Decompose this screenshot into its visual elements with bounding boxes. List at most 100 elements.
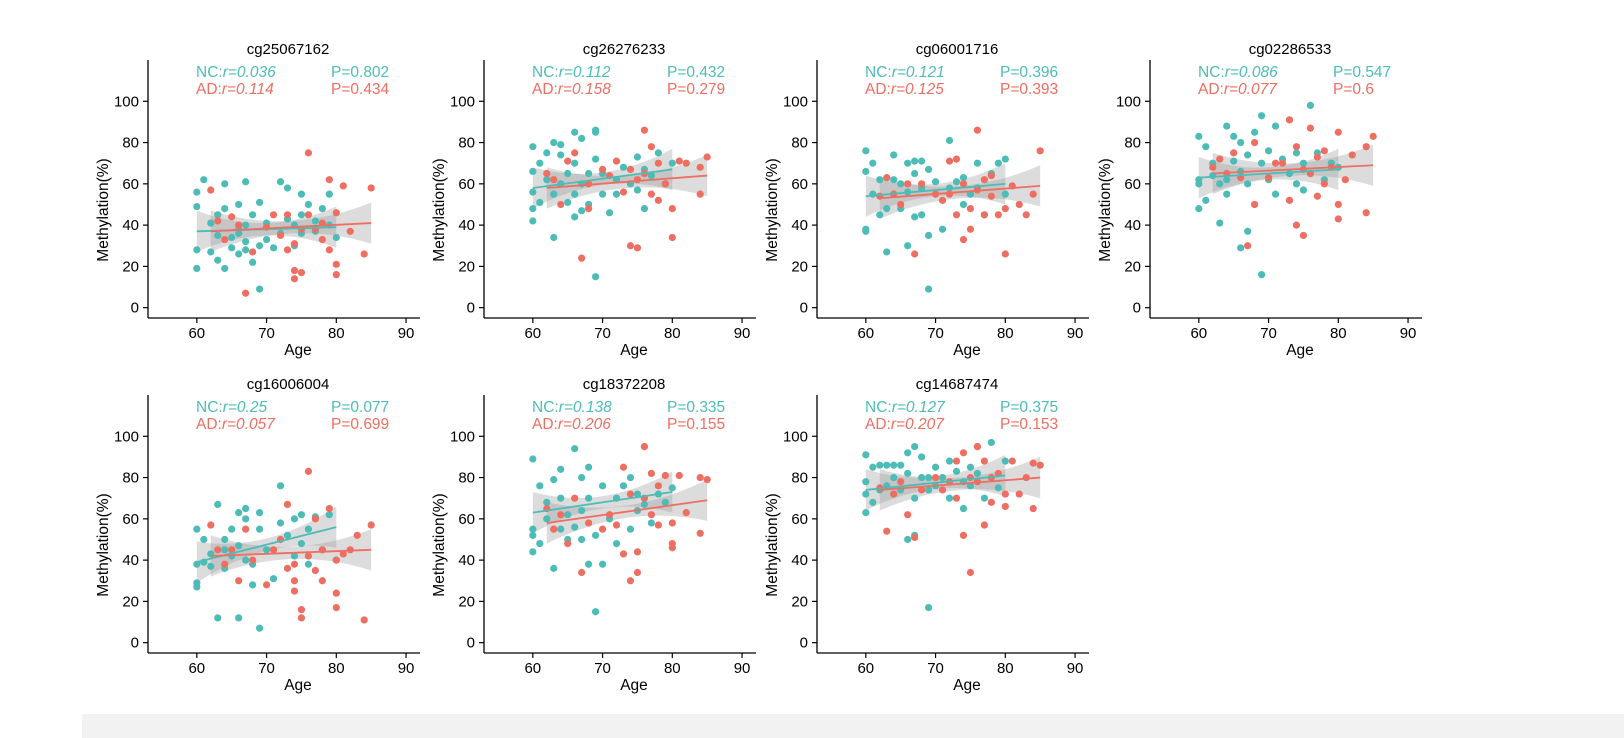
point-ad — [1348, 151, 1356, 159]
point-nc — [193, 264, 201, 273]
y-tick-label: 100 — [1116, 93, 1141, 110]
point-nc — [959, 200, 968, 209]
point-nc — [276, 482, 285, 490]
point-ad — [973, 443, 982, 451]
point-nc — [1001, 457, 1009, 465]
point-nc — [904, 242, 912, 250]
point-ad — [952, 155, 961, 163]
point-nc — [911, 443, 919, 451]
point-ad — [242, 525, 250, 533]
point-nc — [862, 478, 870, 486]
stat-p-ad: P=0.279 — [667, 81, 725, 98]
point-ad — [1285, 116, 1294, 124]
point-nc — [249, 581, 257, 589]
fit-line-nc — [865, 474, 1006, 491]
point-ad — [647, 143, 655, 151]
point-ad — [890, 490, 898, 498]
x-tick-label: 60 — [857, 660, 874, 677]
point-ad — [668, 540, 676, 548]
fit-line-nc — [532, 168, 673, 189]
point-ad — [952, 494, 961, 502]
point-nc — [591, 128, 600, 136]
point-nc — [571, 213, 579, 221]
point-ad — [654, 196, 662, 204]
point-nc — [242, 221, 250, 229]
point-nc — [987, 438, 995, 447]
point-ad — [952, 211, 961, 219]
point-nc — [304, 560, 313, 568]
point-ad — [318, 235, 326, 244]
point-nc — [564, 511, 572, 519]
x-tick-label: 70 — [594, 325, 611, 342]
point-ad — [633, 548, 642, 556]
point-ad — [543, 169, 551, 178]
y-tick-label: 0 — [1133, 300, 1141, 317]
point-nc — [200, 535, 208, 544]
point-ad — [242, 289, 250, 297]
point-nc — [945, 457, 954, 465]
chart-title: cg06001716 — [916, 41, 999, 58]
point-nc — [297, 540, 306, 548]
point-nc — [952, 467, 961, 475]
y-tick-label: 0 — [131, 300, 139, 317]
point-nc — [529, 205, 537, 213]
point-ad — [1022, 211, 1030, 219]
fit-line-ad — [546, 499, 708, 524]
point-nc — [242, 515, 250, 523]
point-nc — [585, 560, 593, 568]
point-ad — [1029, 459, 1037, 467]
point-nc — [193, 188, 201, 196]
point-nc — [1223, 122, 1231, 130]
point-nc — [235, 614, 243, 622]
fit-line-ad — [546, 174, 708, 189]
point-ad — [339, 182, 347, 190]
stat-p-nc: P=0.802 — [331, 64, 389, 81]
point-nc — [1285, 169, 1294, 178]
point-nc — [557, 465, 565, 473]
point-nc — [591, 155, 600, 163]
point-nc — [1237, 244, 1245, 252]
point-nc — [325, 190, 333, 198]
point-ad — [633, 568, 642, 577]
x-tick-label: 60 — [1190, 325, 1207, 342]
point-nc — [214, 256, 222, 264]
stat-p-nc: P=0.547 — [1333, 64, 1391, 81]
point-ad — [353, 531, 361, 539]
point-nc — [242, 238, 250, 246]
point-ad — [1036, 461, 1044, 469]
point-ad — [897, 200, 905, 209]
point-nc — [255, 525, 264, 533]
point-nc — [924, 285, 933, 293]
point-nc — [924, 603, 933, 612]
point-nc — [904, 159, 912, 167]
point-nc — [578, 506, 586, 515]
point-nc — [904, 469, 912, 478]
point-ad — [668, 233, 676, 242]
point-ad — [918, 180, 926, 188]
point-ad — [269, 211, 278, 219]
point-nc — [529, 548, 537, 556]
stat-label-nc: NC:r=0.036 — [196, 64, 276, 81]
point-ad — [682, 509, 690, 517]
point-ad — [626, 165, 635, 173]
stat-p-ad: P=0.155 — [667, 416, 725, 433]
stat-label-nc: NC:r=0.25 — [196, 399, 267, 416]
point-nc — [598, 482, 607, 490]
x-tick-label: 80 — [997, 660, 1014, 677]
point-nc — [876, 176, 884, 184]
y-tick-label: 100 — [783, 428, 808, 445]
y-axis-label: Methylation(%) — [1097, 158, 1114, 261]
point-ad — [290, 587, 299, 595]
stat-label-ad: AD:r=0.207 — [865, 416, 945, 433]
point-nc — [897, 180, 905, 188]
point-ad — [1271, 159, 1280, 167]
x-tick-label: 70 — [927, 325, 944, 342]
point-nc — [529, 455, 537, 463]
y-tick-label: 100 — [114, 428, 139, 445]
point-nc — [311, 217, 319, 225]
point-nc — [1223, 176, 1231, 184]
point-nc — [242, 504, 250, 513]
point-nc — [1244, 227, 1252, 235]
point-nc — [938, 225, 947, 233]
point-ad — [633, 176, 642, 184]
